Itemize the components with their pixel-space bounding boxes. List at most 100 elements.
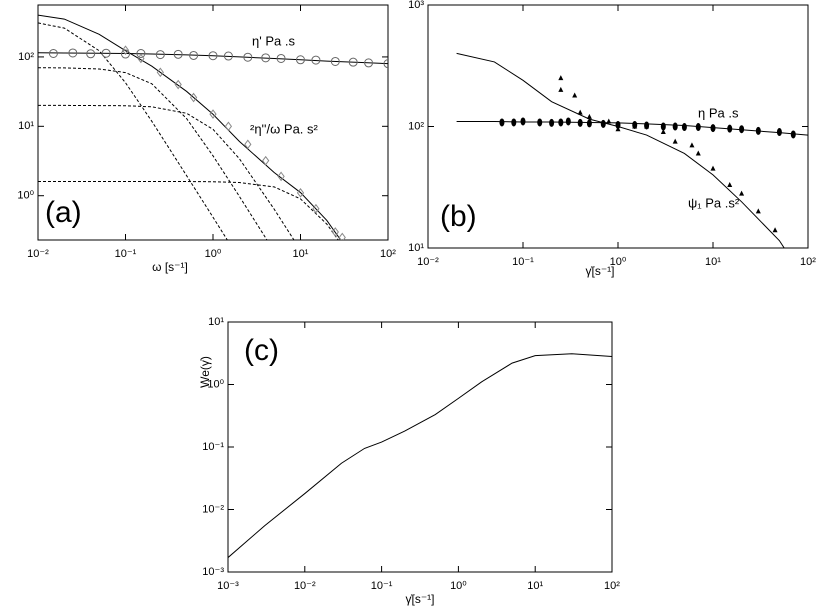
data-point bbox=[755, 208, 761, 214]
x-tick-label: 10⁻¹ bbox=[115, 248, 137, 260]
data-point bbox=[348, 57, 358, 67]
data-point bbox=[586, 113, 592, 119]
data-point bbox=[208, 51, 218, 61]
data-point bbox=[136, 49, 146, 59]
x-tick-label: 10¹ bbox=[705, 256, 721, 268]
data-point bbox=[244, 139, 252, 150]
data-point bbox=[615, 126, 621, 132]
data-point bbox=[727, 182, 733, 188]
y-tick-label: 10⁻³ bbox=[202, 566, 224, 578]
x-axis-label: γ̇[s⁻¹] bbox=[406, 592, 435, 606]
annotation: η Pa .s bbox=[698, 105, 739, 120]
data-point bbox=[772, 227, 778, 233]
annotation: η' Pa .s bbox=[252, 33, 295, 48]
data-point bbox=[243, 52, 253, 62]
data-point bbox=[577, 109, 583, 115]
data-point bbox=[727, 124, 733, 133]
data-point bbox=[600, 119, 606, 128]
data-point bbox=[537, 118, 543, 127]
data-point bbox=[277, 171, 285, 182]
data-point bbox=[330, 56, 340, 66]
data-point bbox=[549, 118, 555, 127]
plot-area bbox=[228, 353, 612, 558]
plot-area bbox=[456, 52, 808, 248]
data-point bbox=[695, 150, 701, 156]
x-tick-label: 10⁻¹ bbox=[512, 256, 534, 268]
data-point bbox=[558, 86, 564, 92]
x-tick-label: 10¹ bbox=[527, 580, 543, 592]
annotation: (c) bbox=[244, 334, 279, 367]
fit-line bbox=[38, 67, 268, 240]
x-tick-label: 10¹ bbox=[293, 248, 309, 260]
data-point bbox=[174, 79, 182, 90]
data-point bbox=[499, 118, 505, 127]
fit-line bbox=[38, 14, 342, 240]
y-tick-label: 10¹ bbox=[18, 120, 34, 132]
data-point bbox=[681, 123, 687, 132]
data-point bbox=[565, 117, 571, 126]
data-point bbox=[739, 190, 745, 196]
data-point bbox=[261, 53, 271, 63]
data-point bbox=[660, 129, 666, 135]
fit-line bbox=[38, 104, 295, 240]
fit-line bbox=[38, 22, 228, 240]
data-point bbox=[86, 49, 96, 59]
data-point bbox=[558, 118, 564, 127]
data-point bbox=[101, 48, 111, 58]
plot-frame bbox=[37, 4, 389, 241]
x-tick-label: 10⁰ bbox=[610, 256, 627, 268]
data-point bbox=[577, 118, 583, 127]
data-point bbox=[710, 165, 716, 171]
x-tick-label: 10⁻² bbox=[417, 256, 439, 268]
fit-line bbox=[456, 120, 808, 136]
x-tick-label: 10⁰ bbox=[205, 248, 222, 260]
data-point bbox=[644, 123, 650, 129]
data-point bbox=[790, 130, 796, 139]
data-point bbox=[312, 203, 320, 214]
data-point bbox=[710, 124, 716, 133]
data-point bbox=[276, 53, 286, 63]
data-point bbox=[695, 123, 701, 132]
data-point bbox=[606, 118, 612, 124]
data-point bbox=[223, 51, 233, 61]
data-point bbox=[572, 92, 578, 98]
data-point bbox=[189, 50, 199, 60]
data-point bbox=[632, 123, 638, 129]
y-tick-label: 10⁰ bbox=[207, 378, 224, 390]
data-point bbox=[689, 142, 695, 148]
data-point bbox=[739, 125, 745, 134]
y-axis-label: We(γ̇) bbox=[198, 356, 212, 388]
x-tick-label: 10⁻² bbox=[294, 580, 316, 592]
data-point bbox=[121, 45, 130, 56]
y-tick-label: 10⁻¹ bbox=[202, 441, 224, 453]
annotation: ψ₁ Pa .s² bbox=[688, 195, 740, 210]
fit-line bbox=[38, 52, 388, 65]
data-point bbox=[520, 117, 526, 126]
fit-line bbox=[228, 353, 612, 558]
x-tick-label: 10² bbox=[380, 248, 396, 260]
data-point bbox=[755, 126, 761, 135]
x-tick-label: 10² bbox=[800, 256, 816, 268]
fit-line bbox=[456, 52, 785, 248]
data-point bbox=[209, 109, 217, 119]
data-point bbox=[121, 49, 130, 59]
data-point bbox=[262, 155, 270, 166]
data-point bbox=[776, 128, 782, 137]
x-tick-label: 10⁻³ bbox=[217, 580, 239, 592]
data-point bbox=[155, 50, 165, 60]
y-tick-label: 10² bbox=[408, 120, 424, 132]
annotation: ²η''/ω Pa. s² bbox=[250, 121, 319, 136]
y-tick-label: 10³ bbox=[408, 0, 424, 11]
data-point bbox=[48, 49, 58, 59]
data-point bbox=[296, 188, 305, 198]
x-tick-label: 10⁻² bbox=[27, 248, 49, 260]
data-point bbox=[156, 67, 164, 78]
data-point bbox=[137, 53, 145, 64]
x-tick-label: 10⁻¹ bbox=[371, 580, 393, 592]
x-tick-label: 10⁰ bbox=[450, 580, 467, 592]
x-axis-label: ω [s⁻¹] bbox=[152, 260, 188, 274]
plot-frame bbox=[227, 321, 613, 573]
data-point bbox=[364, 58, 374, 68]
y-tick-label: 10⁰ bbox=[17, 190, 34, 202]
